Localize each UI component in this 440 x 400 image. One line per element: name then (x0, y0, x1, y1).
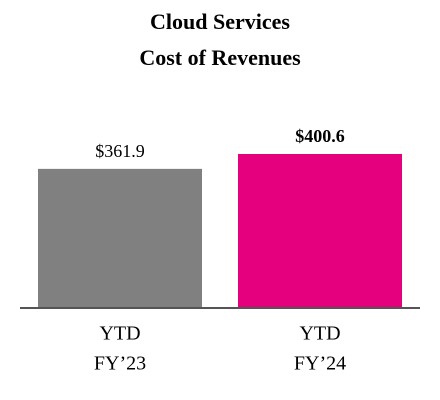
x-tick-label: YTD (299, 323, 340, 345)
x-tick-label: FY’23 (94, 353, 146, 375)
bar (238, 153, 402, 308)
x-tick-label: YTD (99, 323, 140, 345)
value-label: $400.6 (295, 126, 345, 146)
chart-title: Cost of Revenues (139, 45, 301, 70)
bar (38, 168, 202, 308)
chart-title: Cloud Services (150, 9, 290, 34)
value-label: $361.9 (95, 141, 145, 161)
x-tick-label: FY’24 (294, 353, 346, 375)
